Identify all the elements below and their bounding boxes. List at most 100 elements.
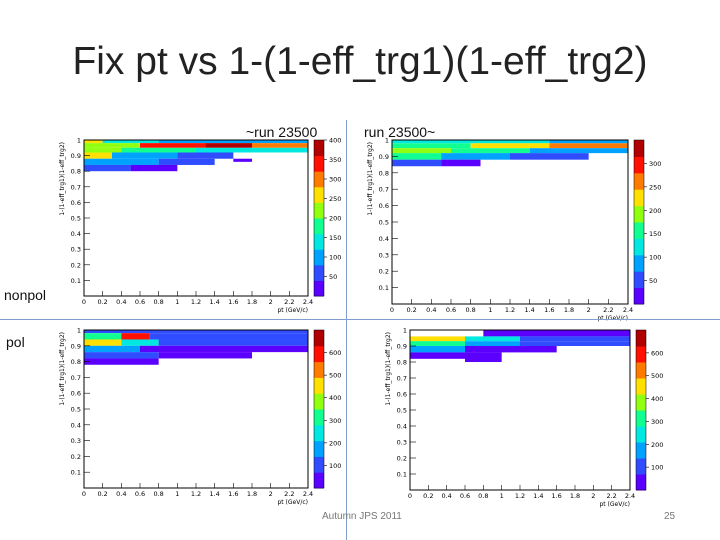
palette-tick-label: 100 — [651, 464, 663, 472]
palette-segment — [636, 362, 646, 379]
palette-segment — [314, 424, 324, 442]
heatmap-cell — [410, 336, 465, 342]
heatmap-cell — [465, 341, 520, 346]
y-tick-label: 0.2 — [71, 453, 81, 461]
heatmap-cell — [392, 140, 550, 144]
heatmap-pol-after: 0.1 0.2 0.3 0.4 0.5 0.6 0.7 0.8 0.9 1 0 0.2 0.4 0.6 0.… — [385, 327, 663, 509]
palette-segment — [634, 254, 644, 272]
palette-tick-label: 400 — [651, 395, 663, 403]
y-axis-title: 1-(1-eff_trg1)(1-eff_trg2) — [385, 332, 392, 406]
heatmap-cell — [520, 346, 557, 353]
palette-segment — [314, 440, 324, 457]
palette-segment — [636, 474, 646, 491]
heatmap-cell — [441, 159, 481, 167]
heatmap-cell — [520, 341, 630, 346]
heatmap-cell — [84, 358, 159, 365]
palette-segment — [636, 442, 646, 459]
y-tick-label: 0.2 — [379, 268, 389, 276]
x-tick-label: 2 — [269, 298, 273, 306]
heatmap-cell — [520, 336, 630, 342]
palette-tick-label: 300 — [649, 160, 661, 168]
heatmap-cell — [158, 339, 308, 346]
x-tick-label: 0 — [390, 306, 394, 314]
palette-tick-label: 200 — [329, 439, 341, 447]
palette-tick-label: 150 — [329, 234, 341, 242]
palette-tick-label: 200 — [651, 441, 663, 449]
heatmap-cell — [84, 164, 131, 172]
palette-tick-label: 100 — [649, 254, 661, 262]
palette-tick-label: 150 — [649, 230, 661, 238]
y-tick-label: 0.1 — [71, 469, 81, 477]
y-tick-label: 0.1 — [379, 284, 389, 292]
heatmap-cell — [410, 352, 465, 359]
palette-segment — [314, 264, 324, 281]
heatmap-cell — [149, 333, 308, 340]
y-tick-label: 0.2 — [397, 455, 407, 463]
palette-tick-label: 350 — [329, 156, 341, 164]
heatmap-pol-before: 0.1 0.2 0.3 0.4 0.5 0.6 0.7 0.8 0.9 1 0 0.2 0.4 0.6 0.… — [59, 327, 341, 507]
palette-frame — [313, 329, 325, 489]
heatmap-cell — [410, 346, 465, 353]
y-tick-label: 0.1 — [71, 277, 81, 285]
x-tick-label: 0.4 — [426, 306, 436, 314]
x-tick-label: 0 — [82, 490, 86, 498]
palette-segment — [314, 233, 324, 250]
x-tick-label: 1.2 — [505, 306, 515, 314]
palette-segment — [314, 472, 324, 489]
x-tick-label: 0.6 — [135, 298, 145, 306]
x-tick-label: 1.8 — [247, 298, 257, 306]
x-tick-label: 1.8 — [247, 490, 257, 498]
palette-frame — [635, 329, 647, 491]
x-tick-label: 0.2 — [97, 298, 107, 306]
palette-segment — [314, 330, 324, 347]
x-tick-label: 1.4 — [209, 298, 219, 306]
x-tick-label: 1 — [488, 306, 492, 314]
palette-tick-label: 50 — [649, 277, 657, 285]
y-tick-label: 0.3 — [71, 246, 81, 254]
x-tick-label: 1.2 — [515, 492, 525, 500]
x-tick-label: 1.2 — [191, 298, 201, 306]
heatmap-cell — [465, 346, 520, 353]
x-tick-label: 0 — [408, 492, 412, 500]
heatmap-cell — [158, 352, 252, 359]
y-tick-label: 0.3 — [397, 439, 407, 447]
heatmap-cell — [177, 152, 234, 159]
y-tick-label: 0.5 — [71, 215, 81, 223]
palette-segment — [634, 156, 644, 174]
palette-segment — [314, 280, 324, 297]
palette-segment — [636, 346, 646, 363]
palette-segment — [636, 458, 646, 475]
x-tick-label: 0.6 — [135, 490, 145, 498]
quadrant-divider-vertical — [346, 120, 347, 540]
palette-tick-label: 400 — [329, 137, 341, 145]
x-tick-label: 1.8 — [570, 492, 580, 500]
palette-segment — [634, 205, 644, 223]
x-tick-label: 2.2 — [606, 492, 616, 500]
y-tick-label: 0.3 — [71, 437, 81, 445]
palette-tick-label: 500 — [651, 372, 663, 380]
x-tick-label: 1.6 — [551, 492, 561, 500]
heatmap-cell — [465, 336, 520, 342]
x-tick-label: 1 — [175, 490, 179, 498]
y-tick-label: 1 — [77, 327, 81, 335]
heatmap-cell — [549, 140, 628, 144]
footer-text: Autumn JPS 2011 — [322, 511, 402, 522]
palette-segment — [636, 410, 646, 427]
palette-segment — [314, 171, 324, 188]
x-tick-label: 0.2 — [97, 490, 107, 498]
x-tick-label: 0.4 — [441, 492, 451, 500]
heatmap-cell — [121, 333, 150, 340]
x-axis-title: pt (GeV/c) — [277, 307, 308, 314]
x-tick-label: 1.6 — [228, 298, 238, 306]
palette-frame — [633, 139, 645, 305]
y-tick-label: 0.6 — [71, 199, 81, 207]
y-tick-label: 0.9 — [71, 342, 81, 350]
y-tick-label: 0.8 — [71, 358, 81, 366]
x-tick-label: 2.2 — [603, 306, 613, 314]
heatmap-cell — [392, 148, 451, 154]
palette-segment — [634, 287, 644, 305]
heatmap-cell — [549, 143, 628, 149]
x-tick-label: 1.8 — [564, 306, 574, 314]
x-tick-label: 0.8 — [465, 306, 475, 314]
heatmap-cell — [84, 158, 159, 165]
